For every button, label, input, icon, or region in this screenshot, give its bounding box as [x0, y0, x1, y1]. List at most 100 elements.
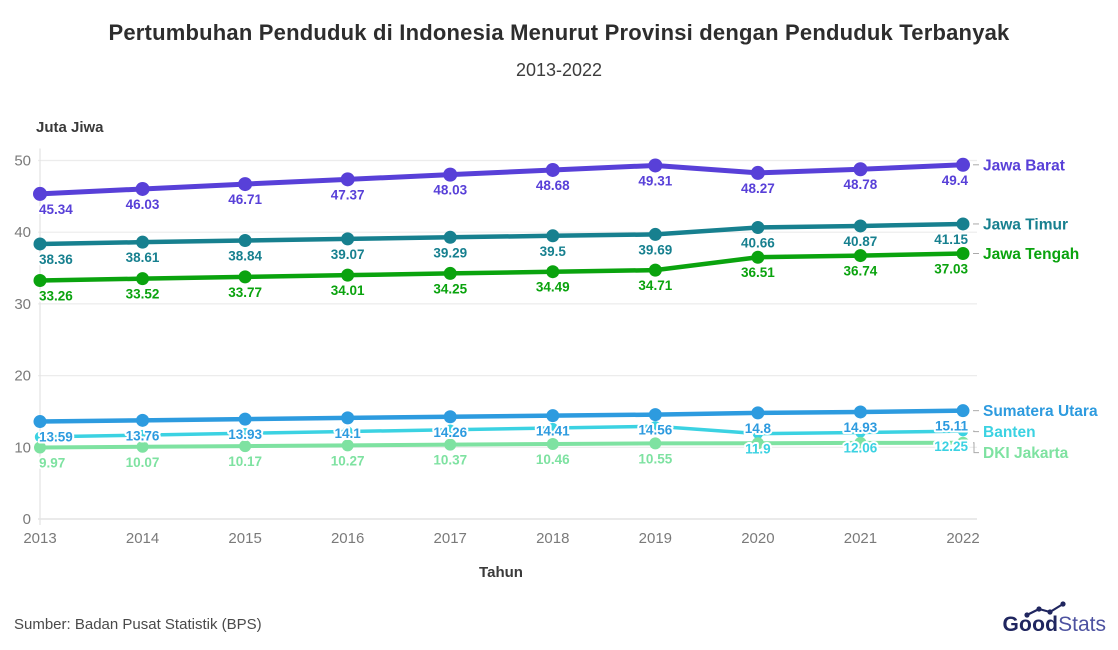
series-line-banten — [38, 424, 965, 439]
data-point-jawa-tengah — [751, 250, 765, 264]
data-point-jawa-barat — [853, 162, 868, 177]
data-point-jawa-timur — [136, 235, 150, 249]
value-label-jawa-timur: 41.15 — [934, 232, 968, 247]
value-label-sumatera-utara: 14.56 — [638, 423, 672, 438]
value-label-jawa-timur: 38.36 — [39, 252, 73, 267]
logo-chart-doodle — [1023, 601, 1066, 618]
data-point-jawa-timur — [853, 219, 867, 233]
x-tick-label: 2022 — [946, 530, 979, 547]
value-label-sumatera-utara: 14.41 — [536, 424, 570, 439]
data-point-dki-jakarta — [444, 438, 457, 451]
data-point-dki-jakarta — [239, 440, 252, 453]
value-label-jawa-barat: 46.03 — [126, 197, 160, 212]
value-label-jawa-timur: 39.69 — [638, 242, 672, 257]
data-point-dki-jakarta — [751, 437, 764, 450]
value-label-dki-jakarta: 10.37 — [433, 453, 467, 468]
data-point-dki-jakarta — [854, 436, 867, 449]
value-label-banten: 12.06 — [844, 441, 878, 456]
data-point-jawa-tengah — [853, 249, 867, 263]
series-line-jawa-tengah — [37, 251, 966, 283]
data-point-jawa-timur — [956, 217, 970, 231]
value-label-jawa-tengah: 34.49 — [536, 280, 570, 295]
value-label-dki-jakarta: 10.27 — [331, 453, 365, 468]
series-line-jawa-barat — [37, 162, 966, 197]
data-point-banten — [239, 428, 251, 439]
data-point-jawa-tengah — [443, 266, 457, 280]
data-point-jawa-barat — [956, 157, 970, 172]
data-point-jawa-timur — [443, 230, 457, 244]
series-label-jawa-timur: Jawa Timur — [983, 216, 1068, 233]
value-label-jawa-tengah: 33.52 — [126, 287, 160, 302]
data-point-dki-jakarta — [957, 436, 969, 449]
y-tick-label: 10 — [14, 439, 31, 456]
data-point-banten — [547, 422, 558, 434]
series-line-sumatera-utara — [37, 408, 966, 424]
goodstats-logo: GoodStats — [1002, 601, 1106, 642]
value-label-jawa-barat: 48.78 — [844, 177, 878, 192]
value-label-sumatera-utara: 13.59 — [39, 430, 73, 445]
value-label-jawa-barat: 47.37 — [331, 187, 365, 202]
value-label-jawa-timur: 39.5 — [540, 244, 567, 259]
source-caption: Sumber: Badan Pusat Statistik (BPS) — [14, 616, 262, 633]
x-tick-label: 2018 — [536, 530, 569, 547]
data-point-jawa-tengah — [546, 265, 560, 279]
data-point-jawa-tengah — [956, 246, 970, 260]
y-tick-label: 30 — [14, 296, 31, 313]
value-label-jawa-timur: 40.66 — [741, 235, 775, 250]
data-point-sumatera-utara — [341, 411, 355, 425]
y-tick-label: 20 — [14, 368, 31, 385]
data-point-dki-jakarta — [649, 437, 662, 450]
value-label-dki-jakarta: 10.46 — [536, 452, 570, 467]
value-label-sumatera-utara: 15.11 — [935, 419, 969, 434]
data-point-sumatera-utara — [956, 404, 970, 418]
value-label-jawa-barat: 49.31 — [638, 173, 672, 188]
data-point-jawa-barat — [33, 186, 47, 201]
x-tick-label: 2019 — [639, 530, 672, 547]
data-point-dki-jakarta — [136, 440, 149, 453]
series-label-jawa-tengah: Jawa Tengah — [983, 246, 1079, 263]
y-tick-label: 40 — [14, 224, 31, 241]
data-point-jawa-barat — [648, 158, 663, 173]
value-label-jawa-barat: 49.4 — [942, 173, 969, 188]
series-label-banten: Banten — [983, 424, 1036, 441]
x-tick-label: 2015 — [228, 530, 261, 547]
data-point-jawa-tengah — [341, 268, 355, 282]
value-label-banten: 11.9 — [745, 442, 771, 457]
value-label-sumatera-utara: 14.1 — [335, 426, 362, 441]
chart-subtitle: 2013-2022 — [515, 60, 603, 80]
value-label-jawa-tengah: 33.77 — [228, 285, 262, 300]
data-point-banten — [650, 421, 661, 432]
data-point-jawa-tengah — [648, 263, 662, 277]
data-point-sumatera-utara — [238, 412, 252, 426]
data-point-jawa-barat — [238, 177, 253, 192]
data-point-sumatera-utara — [751, 406, 765, 420]
value-label-dki-jakarta: 10.55 — [638, 451, 672, 466]
value-label-jawa-tengah: 33.26 — [39, 289, 73, 304]
series-label-dki-jakarta: DKI Jakarta — [983, 445, 1069, 462]
data-point-jawa-timur — [33, 237, 47, 251]
data-point-jawa-timur — [238, 234, 252, 248]
value-label-jawa-timur: 39.07 — [331, 247, 365, 262]
data-point-sumatera-utara — [136, 413, 150, 427]
value-label-jawa-barat: 45.34 — [39, 202, 73, 217]
logo-text-good: Good — [1002, 613, 1059, 636]
x-tick-label: 2020 — [741, 530, 774, 547]
series-label-jawa-barat: Jawa Barat — [983, 157, 1065, 174]
value-label-jawa-barat: 48.03 — [433, 183, 467, 198]
data-point-sumatera-utara — [648, 408, 662, 422]
data-point-dki-jakarta — [546, 438, 559, 451]
y-axis-title: Juta Jiwa — [36, 119, 104, 136]
value-label-jawa-timur: 40.87 — [844, 234, 878, 249]
value-label-sumatera-utara: 14.93 — [844, 420, 878, 435]
data-point-sumatera-utara — [853, 405, 867, 419]
value-label-banten: 12.25 — [934, 439, 968, 454]
x-axis-title: Tahun — [479, 564, 523, 581]
chart-title: Pertumbuhan Penduduk di Indonesia Menuru… — [108, 20, 1010, 45]
value-label-jawa-timur: 38.61 — [126, 250, 160, 265]
value-label-jawa-tengah: 34.01 — [331, 283, 365, 298]
data-point-banten — [34, 431, 46, 443]
data-point-dki-jakarta — [341, 439, 354, 452]
data-point-jawa-barat — [340, 172, 355, 187]
y-tick-label: 0 — [23, 511, 31, 528]
data-point-jawa-tengah — [33, 274, 47, 288]
